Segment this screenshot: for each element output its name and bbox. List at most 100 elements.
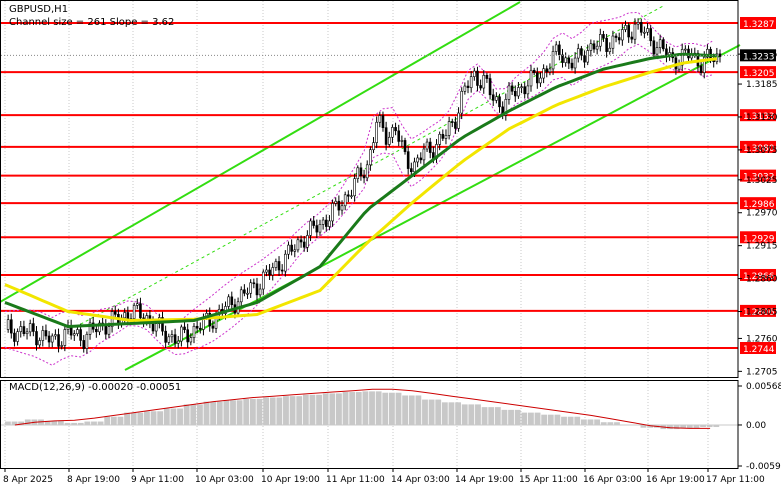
candle-body xyxy=(300,240,302,242)
candle-body xyxy=(634,24,636,39)
candle-body xyxy=(316,226,318,233)
macd-histogram-bar xyxy=(700,425,706,427)
level-lines[interactable]: 1.32871.32051.31331.30801.30321.29861.29… xyxy=(1,17,776,355)
candle-body xyxy=(366,165,368,178)
candle-body xyxy=(54,335,56,336)
candle-body xyxy=(190,338,192,342)
candle-body xyxy=(593,44,595,49)
macd-histogram-bar xyxy=(343,392,349,425)
candle-body xyxy=(265,270,267,272)
candle-body xyxy=(508,86,510,99)
macd-histogram-bar xyxy=(190,404,196,425)
candle-body xyxy=(341,206,343,210)
candle-body xyxy=(533,70,535,72)
candle-body xyxy=(86,334,88,348)
candle-body xyxy=(193,326,195,337)
macd-histogram-bar xyxy=(396,393,402,425)
candle-body xyxy=(133,305,135,318)
macd-histogram-bar xyxy=(356,392,362,425)
candle-body xyxy=(546,69,548,72)
candle-body xyxy=(514,91,516,96)
candle-body xyxy=(473,71,475,77)
candle-body xyxy=(250,283,252,294)
candle-body xyxy=(656,48,658,54)
candle-body xyxy=(291,245,293,251)
candle-body xyxy=(552,51,554,68)
time-axis-label: 8 Apr 19:00 xyxy=(67,475,120,485)
macd-histogram-bar xyxy=(521,413,527,425)
macd-histogram-bar xyxy=(435,400,441,425)
macd-histogram-bar xyxy=(713,425,719,427)
candle-body xyxy=(328,221,330,227)
level-label: 1.2744 xyxy=(743,345,775,355)
candle-body xyxy=(180,327,182,341)
candle-body xyxy=(599,34,601,46)
time-axis-label: 17 Apr 11:00 xyxy=(706,475,765,485)
price-axis-label: 1.2805 xyxy=(746,307,778,317)
candle-body xyxy=(108,327,110,335)
macd-histogram-bar xyxy=(442,402,448,425)
macd-histogram-bar xyxy=(98,422,104,425)
macd-histogram-bar xyxy=(429,400,435,425)
time-axis-label: 10 Apr 03:00 xyxy=(195,475,254,485)
macd-histogram-bar xyxy=(475,404,481,425)
macd-histogram-bar xyxy=(535,413,541,425)
candle-body xyxy=(196,326,198,328)
macd-histogram-bar xyxy=(588,419,594,424)
candle-body xyxy=(369,150,371,165)
candle-body xyxy=(354,179,356,196)
macd-histogram-bar xyxy=(144,411,150,425)
candle-body xyxy=(17,332,19,342)
macd-histogram-bar xyxy=(177,409,183,425)
candle-body xyxy=(187,330,189,342)
candle-body xyxy=(391,127,393,137)
macd-histogram-bar xyxy=(468,404,474,425)
candle-body xyxy=(275,261,277,267)
macd-histogram-bar xyxy=(164,409,170,425)
macd-histogram-bar xyxy=(455,402,461,425)
time-axis-label: 14 Apr 19:00 xyxy=(455,475,514,485)
candle-body xyxy=(536,73,538,83)
macd-histogram-bar xyxy=(462,404,468,425)
candle-body xyxy=(168,337,170,343)
candle-body xyxy=(335,201,337,203)
macd-histogram-bar xyxy=(382,393,388,425)
macd-histogram-bar xyxy=(554,415,560,425)
candle-body xyxy=(303,242,305,247)
macd-histogram-bar xyxy=(541,415,547,425)
candle-body xyxy=(228,297,230,307)
candle-body xyxy=(184,327,186,330)
macd-histogram-bar xyxy=(290,396,296,425)
macd-histogram-bar xyxy=(257,399,263,425)
candle-body xyxy=(574,58,576,68)
candle-body xyxy=(297,240,299,250)
macd-histogram-bar xyxy=(310,395,316,425)
candle-body xyxy=(524,87,526,94)
macd-histogram-bar xyxy=(515,410,521,425)
candle-body xyxy=(647,29,649,33)
candle-body xyxy=(73,334,75,335)
candle-body xyxy=(521,87,523,88)
macd-histogram-bar xyxy=(223,400,229,425)
macd-histogram-bar xyxy=(104,417,110,425)
candle-body xyxy=(404,140,406,151)
candle-body xyxy=(165,331,167,342)
macd-histogram-bar xyxy=(25,419,31,424)
candle-body xyxy=(385,128,387,145)
candle-body xyxy=(139,304,141,318)
macd-histogram-bar xyxy=(323,393,329,425)
candle-body xyxy=(212,326,214,328)
candle-body xyxy=(42,330,44,340)
candle-body xyxy=(442,134,444,138)
candle-body xyxy=(20,327,22,332)
candle-body xyxy=(439,134,441,144)
macd-histogram-bar xyxy=(389,393,395,425)
candle-body xyxy=(382,116,384,128)
candle-body xyxy=(13,333,15,341)
candle-body xyxy=(577,49,579,58)
candle-body xyxy=(338,201,340,210)
candle-body xyxy=(565,58,567,63)
macd-histogram-bar xyxy=(263,398,269,425)
